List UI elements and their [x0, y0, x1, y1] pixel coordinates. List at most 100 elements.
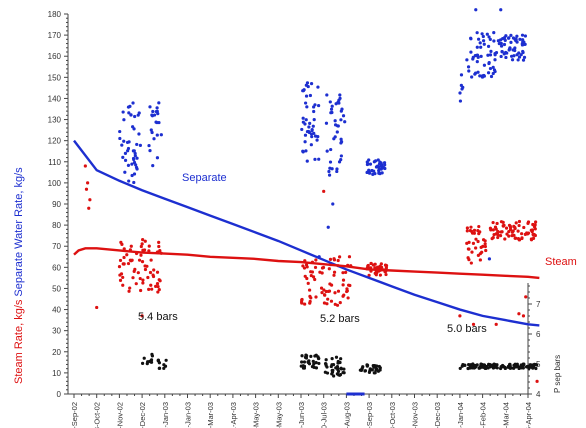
separate-point — [523, 42, 527, 46]
separate-point — [458, 99, 463, 103]
separate-point — [480, 32, 484, 36]
pressure-point — [470, 365, 474, 369]
pressure-annotation: 5.2 bars — [320, 313, 360, 325]
steam-point — [83, 164, 87, 168]
separate-point — [510, 54, 514, 58]
pressure-point — [331, 363, 336, 367]
separate-point — [154, 109, 158, 114]
separate-point — [489, 49, 493, 53]
steam-point — [305, 265, 309, 269]
separate-point — [492, 39, 496, 43]
separate-point — [499, 54, 503, 59]
pressure-point — [360, 366, 364, 371]
separate-point — [127, 140, 131, 144]
separate-point — [135, 167, 139, 171]
separate-point — [519, 53, 523, 57]
pressure-point — [528, 363, 532, 367]
steam-point — [369, 261, 373, 266]
steam-point — [141, 281, 145, 285]
separate-point — [301, 116, 305, 120]
separate-point — [475, 31, 479, 35]
separate-point — [505, 51, 509, 55]
separate-point — [487, 257, 492, 261]
x-tick-label: 3-Oct-02 — [93, 402, 102, 428]
steam-point — [140, 314, 144, 318]
separate-point — [300, 127, 304, 132]
separate-point — [521, 49, 525, 54]
separate-point — [339, 141, 343, 145]
x-tick-label: 26-Mar-04 — [501, 402, 510, 428]
steam-point — [140, 260, 145, 264]
separate-point — [502, 52, 506, 56]
pressure-point — [306, 360, 310, 364]
steam-point — [318, 270, 322, 274]
steam-point — [156, 290, 160, 294]
steam-point — [147, 244, 151, 248]
separate-point — [366, 162, 370, 166]
steam-point — [379, 262, 383, 266]
separate-point — [301, 150, 305, 154]
steam-point — [141, 278, 145, 282]
steam-point — [525, 232, 530, 236]
separate-point — [135, 142, 139, 147]
separate-point — [522, 55, 527, 59]
steam-point — [127, 289, 131, 293]
steam-point — [534, 220, 538, 224]
pressure-point — [472, 366, 476, 370]
separate-point — [488, 53, 493, 57]
pressure-point — [336, 367, 340, 371]
separate-point — [312, 118, 316, 122]
separate-point — [375, 164, 380, 168]
steam-point — [327, 289, 332, 293]
separate-point — [336, 124, 340, 128]
y-tick-label-left: 120 — [48, 137, 62, 146]
separate-point — [482, 74, 486, 78]
separate-point — [148, 105, 152, 109]
steam-point — [501, 220, 505, 224]
steam-point — [516, 237, 521, 241]
steam-point — [86, 181, 90, 185]
separate-point — [335, 169, 339, 174]
pressure-point — [460, 364, 464, 368]
separate-point — [155, 106, 159, 110]
steam-point — [535, 379, 539, 383]
separate-point — [521, 58, 526, 62]
pressure-point — [524, 365, 529, 369]
y-tick-label-right: 6 — [536, 330, 541, 339]
separate-point — [303, 133, 308, 137]
steam-point — [118, 258, 123, 263]
separate-point — [302, 88, 306, 92]
pressure-point — [300, 360, 304, 364]
steam-point — [383, 263, 388, 267]
pressure-point — [373, 371, 377, 375]
steam-point — [526, 220, 531, 224]
pressure-point — [491, 365, 495, 369]
pressure-point — [495, 363, 499, 367]
x-tick-label: 1-May-03 — [252, 402, 261, 428]
separate-point — [515, 34, 519, 38]
steam-point — [150, 287, 154, 291]
steam-point — [155, 270, 160, 274]
separate-point — [327, 169, 331, 174]
steam-point — [507, 223, 512, 227]
pressure-point — [372, 365, 376, 369]
separate-point — [510, 58, 515, 62]
steam-point — [143, 264, 147, 268]
separate-point — [489, 74, 494, 79]
steam-point — [466, 256, 470, 260]
separate-point — [131, 125, 135, 129]
steam-point — [305, 276, 309, 281]
steam-point — [84, 187, 89, 191]
pressure-point — [339, 366, 343, 370]
steam-point — [469, 261, 473, 265]
separate-point — [122, 118, 126, 122]
x-tick-label: 28-Sep-03 — [365, 402, 374, 428]
pressure-point — [312, 365, 316, 369]
y-tick-label-left: 30 — [52, 327, 61, 336]
separate-point — [471, 57, 475, 61]
x-tick-label: 29-Aug-03 — [342, 402, 351, 428]
pressure-annotation: 5.4 bars — [138, 311, 178, 323]
steam-point — [531, 233, 536, 237]
separate-point — [132, 157, 136, 162]
separate-point — [131, 101, 135, 105]
